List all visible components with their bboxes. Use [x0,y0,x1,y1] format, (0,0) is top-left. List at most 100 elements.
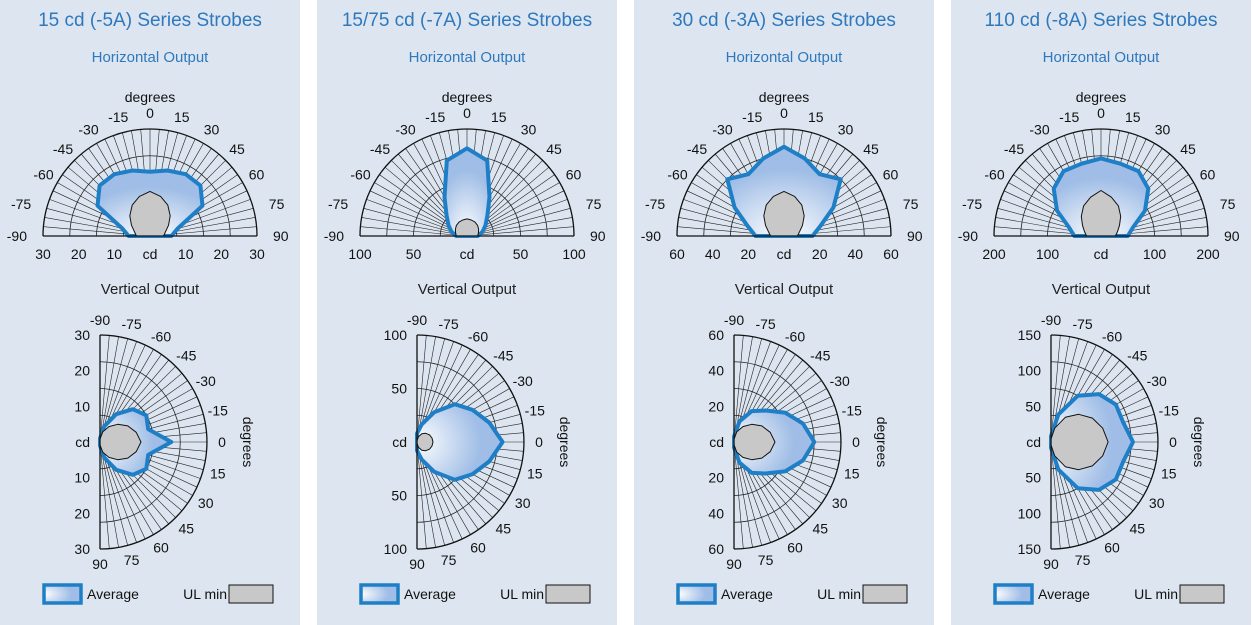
horizontal-angle-tick-label: -45 [370,141,390,157]
legend-average-swatch [42,583,83,605]
vertical-angle-tick-label: 30 [515,495,531,511]
horizontal-angle-tick-label: 60 [1200,167,1216,183]
horizontal-angle-tick-label: 60 [883,167,899,183]
outer-arc [676,128,892,237]
legend-average-label: Average [721,586,773,602]
polar-charts-svg: -90-75-60-45-30-15 0 153045607590degrees20… [958,89,1240,605]
ring-gridline [99,361,181,523]
horizontal-angle-tick-label: -30 [712,122,732,138]
chart-title: 110 cd (-8A) Series Strobes [984,10,1218,31]
vertical-radial-tick-label: 20 [74,505,90,521]
vertical-angle-tick-label: 45 [179,520,195,536]
horizontal-angle-tick-label: 75 [903,196,919,212]
vertical-radial-tick-label: 50 [1025,398,1041,414]
outer-arc [359,128,575,237]
outer-arc [42,128,258,237]
vertical-angle-tick-label: 90 [1043,556,1059,572]
legend-ul-min-label: UL min [500,586,544,602]
horizontal-angle-tick-label: -90 [324,228,344,244]
vertical-angle-tick-label: 15 [210,466,226,482]
vertical-angle-tick-label: -75 [438,316,458,332]
legend-ul-min-label: UL min [1134,586,1178,602]
outer-arc [733,334,842,550]
horizontal-angle-tick-label: 60 [566,167,582,183]
ring-gridline [1020,155,1182,237]
vertical-radial-tick-label: 20 [708,398,724,414]
horizontal-angle-tick-label: -90 [7,228,27,244]
horizontal-angle-tick-label: 30 [521,122,537,138]
horizontal-degrees-label: degrees [759,89,810,105]
horizontal-angle-tick-label: -30 [1029,122,1049,138]
legend-ul-min-swatch [1179,584,1225,604]
chart-legend: Average UL min [676,583,908,605]
horizontal-angle-tick-label: -90 [958,228,978,244]
chart-title: 30 cd (-3A) Series Strobes [672,10,896,31]
vertical-radial-tick-label: 100 [1018,363,1042,379]
horizontal-angle-tick-label: 0 [146,105,154,121]
legend-average-label: Average [87,586,139,602]
horizontal-angle-tick-label: -30 [78,122,98,138]
vertical-angle-tick-label: -75 [1072,316,1092,332]
polar-charts-svg: -90-75-60-45-30-15 0 153045607590degrees60… [641,89,923,605]
horizontal-angle-tick-label: -15 [425,109,445,125]
vertical-angle-tick-label: -60 [151,328,171,344]
vertical-radial-tick-label: 40 [708,363,724,379]
vertical-angle-tick-label: 45 [813,520,829,536]
vertical-angle-tick-label: -90 [407,312,427,328]
vertical-radial-tick-label: 20 [708,470,724,486]
vertical-output-title: Vertical Output [734,281,834,298]
vertical-angle-tick-label: 60 [1104,540,1120,556]
vertical-radial-tick-label: 10 [74,398,90,414]
outer-arc [1050,334,1159,550]
vertical-angle-tick-label: -90 [90,312,110,328]
horizontal-angle-tick-label: -45 [1004,141,1024,157]
horizontal-angle-tick-label: 30 [838,122,854,138]
vertical-angle-tick-label: -30 [830,373,850,389]
vertical-angle-tick-label: 90 [92,556,108,572]
vertical-output-title: Vertical Output [1051,281,1151,298]
horizontal-radial-tick-label: 200 [982,246,1006,262]
horizontal-angle-tick-label: -45 [53,141,73,157]
horizontal-angle-tick-label: -60 [667,167,687,183]
horizontal-cd-label: cd [460,246,475,262]
horizontal-radial-tick-label: 100 [348,246,372,262]
vertical-angle-tick-label: 0 [535,434,543,450]
vertical-angle-tick-label: 15 [527,466,543,482]
vertical-angle-tick-label: -90 [1041,312,1061,328]
horizontal-radial-tick-label: 50 [406,246,422,262]
horizontal-radial-tick-label: 10 [178,246,194,262]
legend-ul-min-swatch [862,584,908,604]
horizontal-angle-tick-label: 90 [590,228,606,244]
chart-panel-1: 15 cd (-5A) Series Strobes Horizontal Ou… [0,0,300,625]
vertical-angle-tick-label: 15 [1161,466,1177,482]
vertical-angle-tick-label: -30 [513,373,533,389]
ul-min-series-area [454,218,480,237]
legend-average-swatch [676,583,717,605]
vertical-cd-label: cd [1026,434,1041,450]
vertical-angle-tick-label: -45 [810,348,830,364]
horizontal-angle-tick-label: -60 [350,167,370,183]
vertical-degrees-label: degrees [240,417,256,468]
chart-legend: Average UL min [993,583,1225,605]
horizontal-angle-tick-label: 45 [546,141,562,157]
horizontal-radial-tick-label: 10 [107,246,123,262]
vertical-cd-label: cd [75,434,90,450]
horizontal-angle-tick-label: -75 [645,196,665,212]
horizontal-degrees-label: degrees [1076,89,1127,105]
horizontal-angle-tick-label: 15 [491,109,507,125]
horizontal-angle-tick-label: -75 [962,196,982,212]
vertical-angle-tick-label: -15 [208,402,228,418]
vertical-output-title: Vertical Output [417,281,517,298]
vertical-degrees-label: degrees [1191,417,1207,468]
ul-min-series-area [1050,413,1109,471]
vertical-radial-tick-label: 60 [708,327,724,343]
vertical-radial-tick-label: 40 [708,505,724,521]
outer-arc [993,128,1209,237]
legend-average-swatch [993,583,1034,605]
vertical-angle-tick-label: -60 [785,328,805,344]
ul-min-series-area [416,432,434,452]
vertical-angle-tick-label: -75 [755,316,775,332]
legend-ul-min-swatch [228,584,274,604]
vertical-cd-label: cd [392,434,407,450]
vertical-radial-tick-label: 50 [391,488,407,504]
